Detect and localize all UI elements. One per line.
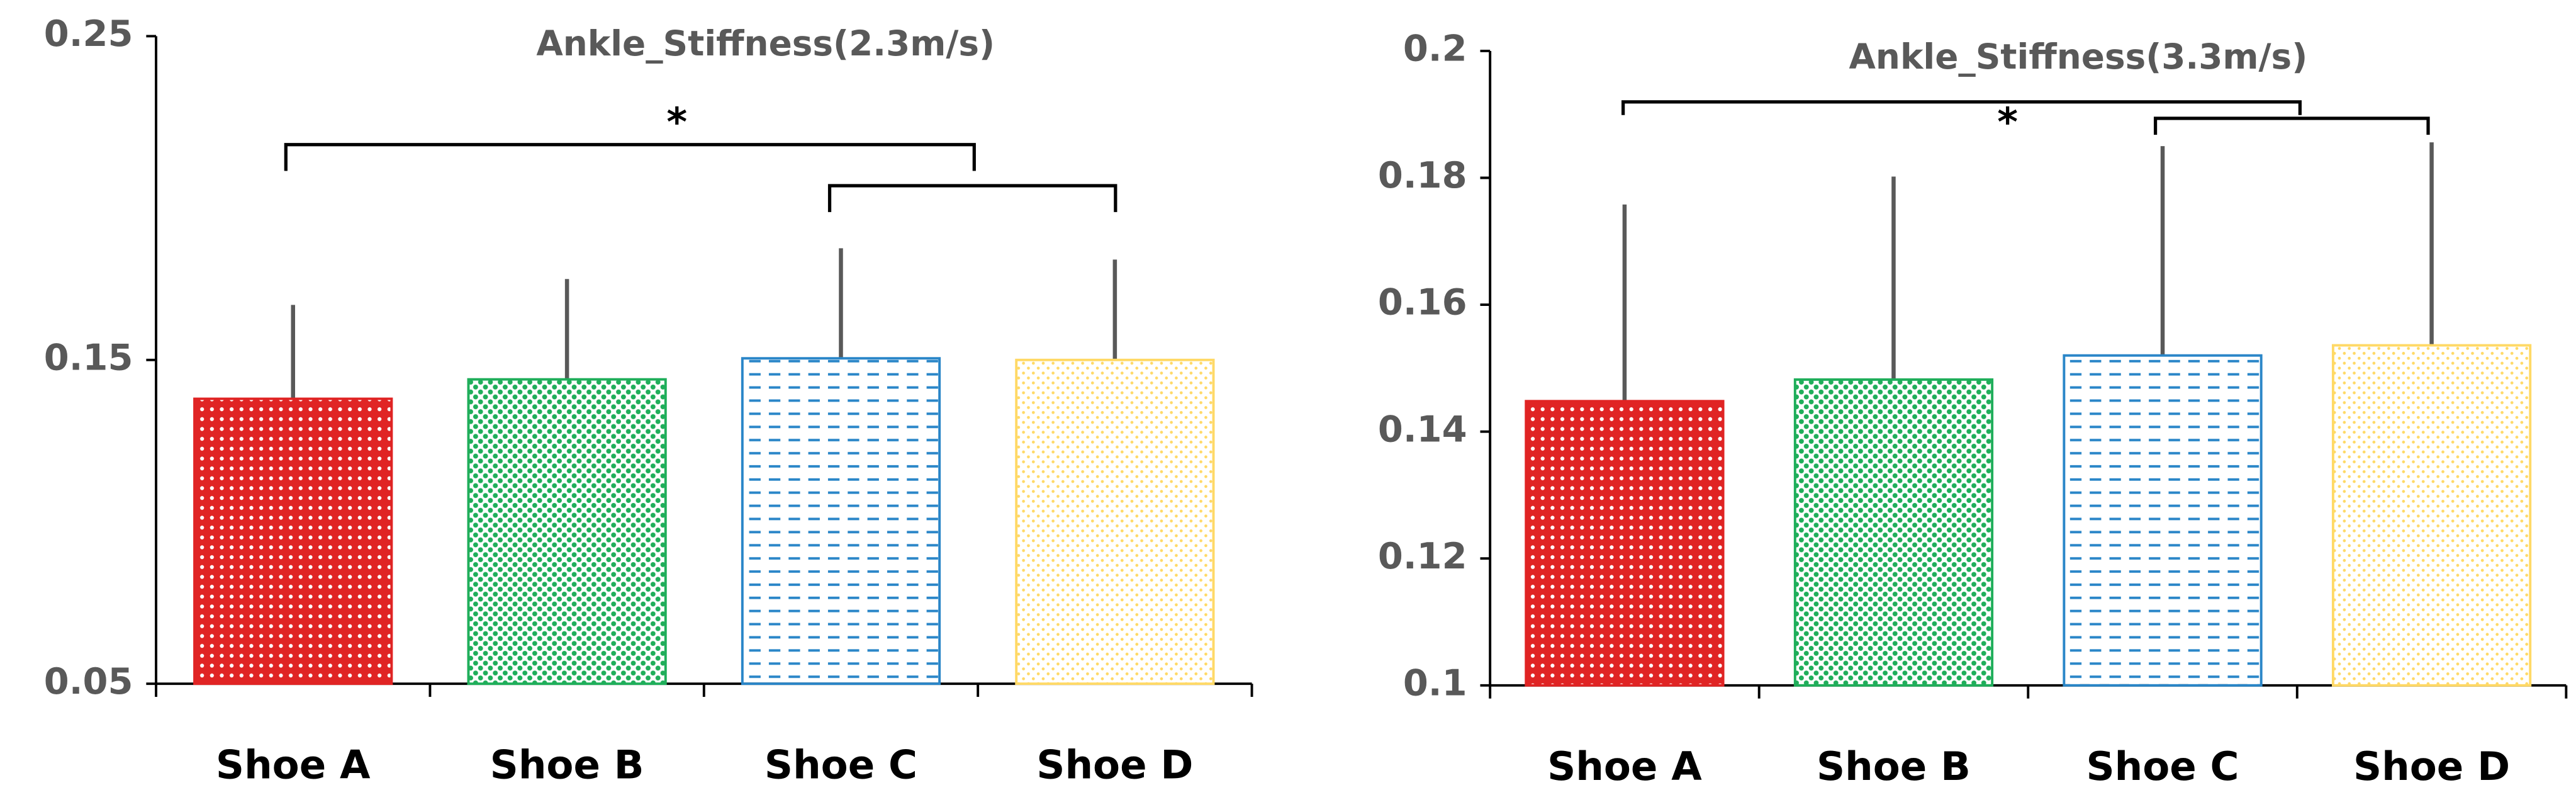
significance-star: * — [1997, 99, 2018, 145]
bar — [741, 357, 941, 686]
bar — [1525, 400, 1725, 687]
x-tick-label: Shoe A — [1547, 743, 1702, 789]
chart-title: Ankle_Stiffness(3.3m/s) — [1849, 37, 2308, 77]
x-tick-label: Shoe C — [2086, 743, 2239, 789]
bar — [467, 378, 667, 686]
significance-bracket — [2153, 116, 2430, 135]
significance-bracket — [827, 184, 1117, 212]
bar — [1793, 378, 1994, 687]
x-tick-label: Shoe D — [2353, 743, 2510, 789]
significance-star: * — [666, 99, 687, 145]
x-tick-label: Shoe B — [490, 742, 644, 787]
y-tick-label: 0.05 — [44, 660, 133, 703]
x-tick-label: Shoe A — [216, 742, 371, 787]
y-tick-label: 0.1 — [1403, 662, 1467, 704]
significance-bracket — [1621, 100, 2302, 115]
y-tick-label: 0.2 — [1403, 28, 1467, 70]
x-tick-label: Shoe C — [764, 742, 917, 787]
x-tick-label: Shoe D — [1036, 742, 1193, 787]
bar — [2063, 354, 2263, 687]
chart-title: Ankle_Stiffness(2.3m/s) — [536, 23, 995, 64]
bar — [193, 397, 393, 686]
significance-bracket — [284, 143, 976, 171]
y-tick-label: 0.12 — [1378, 535, 1467, 577]
y-tick-label: 0.18 — [1378, 154, 1467, 196]
y-tick-label: 0.25 — [44, 13, 133, 55]
bar — [2331, 344, 2532, 687]
x-tick-label: Shoe B — [1817, 743, 1971, 789]
bar — [1015, 358, 1215, 686]
y-tick-label: 0.14 — [1378, 408, 1467, 450]
y-tick-label: 0.16 — [1378, 281, 1467, 324]
y-tick-label: 0.15 — [44, 336, 133, 378]
